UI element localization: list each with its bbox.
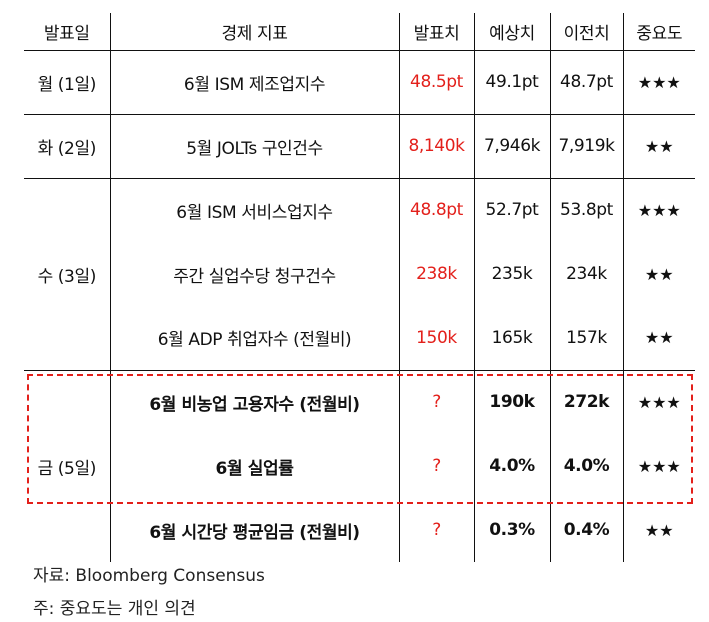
forecast-cell: 0.3% — [473, 498, 550, 562]
actual-cell: ? — [398, 498, 474, 562]
forecast-cell: 4.0% — [473, 434, 550, 498]
date-cell: 수 (3일) — [24, 177, 110, 370]
table-row: 월 (1일) 6월 ISM 제조업지수 48.5pt 49.1pt 48.7pt… — [24, 49, 695, 114]
table-row: 6월 시간당 평균임금 (전월비) ? 0.3% 0.4% ★★ — [24, 498, 695, 562]
forecast-cell: 7,946k — [473, 113, 550, 178]
actual-cell: 48.8pt — [398, 177, 474, 242]
forecast-cell: 52.7pt — [473, 177, 550, 242]
actual-cell: 8,140k — [398, 113, 474, 178]
indicator-cell: 6월 시간당 평균임금 (전월비) — [109, 498, 399, 562]
header-row: 발표일 경제 지표 발표치 예상치 이전치 중요도 — [24, 13, 695, 51]
importance-stars: ★★★ — [622, 49, 695, 114]
header-indicator: 경제 지표 — [109, 13, 399, 51]
previous-cell: 234k — [549, 242, 623, 306]
actual-cell: 48.5pt — [398, 49, 474, 114]
table-row: 금 (5일) 6월 비농업 고용자수 (전월비) ? 190k 272k ★★★ — [24, 369, 695, 562]
indicator-cell: 5월 JOLTs 구인건수 — [109, 113, 399, 178]
previous-cell: 53.8pt — [549, 177, 623, 242]
actual-cell: ? — [398, 434, 474, 498]
forecast-cell: 190k — [473, 369, 550, 434]
importance-stars: ★★ — [622, 113, 695, 178]
importance-stars: ★★ — [622, 306, 695, 370]
header-actual: 발표치 — [398, 13, 474, 51]
previous-cell: 7,919k — [549, 113, 623, 178]
source-note: 자료: Bloomberg Consensus — [33, 566, 265, 586]
indicator-cell: 6월 비농업 고용자수 (전월비) — [109, 369, 399, 434]
date-cell: 금 (5일) — [24, 369, 110, 562]
table-row: 화 (2일) 5월 JOLTs 구인건수 8,140k 7,946k 7,919… — [24, 113, 695, 178]
economic-calendar-table: 발표일 경제 지표 발표치 예상치 이전치 중요도 월 (1일) 6월 ISM … — [24, 13, 695, 562]
table-row: 주간 실업수당 청구건수 238k 235k 234k ★★ — [24, 242, 695, 306]
actual-cell: ? — [398, 369, 474, 434]
actual-cell: 150k — [398, 306, 474, 370]
importance-stars: ★★★ — [622, 369, 695, 434]
indicator-cell: 주간 실업수당 청구건수 — [109, 242, 399, 306]
previous-cell: 4.0% — [549, 434, 623, 498]
importance-stars: ★★★ — [622, 434, 695, 498]
date-cell: 월 (1일) — [24, 49, 110, 114]
header-forecast: 예상치 — [473, 13, 550, 51]
table-row: 6월 실업률 ? 4.0% 4.0% ★★★ — [24, 434, 695, 498]
previous-cell: 0.4% — [549, 498, 623, 562]
comment-note: 주: 중요도는 개인 의견 — [33, 599, 196, 619]
date-cell: 화 (2일) — [24, 113, 110, 178]
header-previous: 이전치 — [549, 13, 623, 51]
forecast-cell: 235k — [473, 242, 550, 306]
forecast-cell: 49.1pt — [473, 49, 550, 114]
importance-stars: ★★ — [622, 242, 695, 306]
indicator-cell: 6월 ISM 제조업지수 — [109, 49, 399, 114]
header-importance: 중요도 — [622, 13, 695, 51]
previous-cell: 157k — [549, 306, 623, 370]
forecast-cell: 165k — [473, 306, 550, 370]
indicator-cell: 6월 ISM 서비스업지수 — [109, 177, 399, 242]
indicator-cell: 6월 ADP 취업자수 (전월비) — [109, 306, 399, 370]
table-row: 수 (3일) 6월 ISM 서비스업지수 48.8pt 52.7pt 53.8p… — [24, 177, 695, 370]
indicator-cell: 6월 실업률 — [109, 434, 399, 498]
header-date: 발표일 — [24, 13, 110, 51]
table-row: 6월 ADP 취업자수 (전월비) 150k 165k 157k ★★ — [24, 306, 695, 370]
previous-cell: 272k — [549, 369, 623, 434]
actual-cell: 238k — [398, 242, 474, 306]
previous-cell: 48.7pt — [549, 49, 623, 114]
importance-stars: ★★ — [622, 498, 695, 562]
importance-stars: ★★★ — [622, 177, 695, 242]
